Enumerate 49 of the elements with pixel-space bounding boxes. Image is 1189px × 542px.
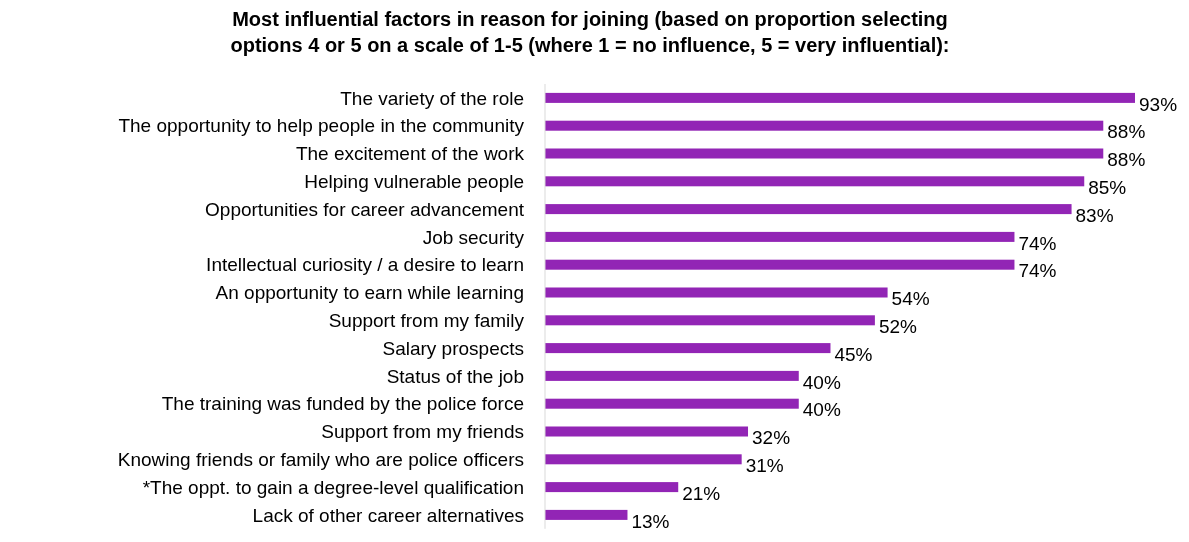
y-tick-label: *The oppt. to gain a degree-level qualification [142, 476, 524, 498]
bar [545, 120, 1104, 131]
data-label: 85% [1088, 176, 1127, 198]
data-label: 13% [631, 510, 670, 532]
y-tick-label: Status of the job [386, 365, 524, 387]
data-label: 32% [752, 427, 791, 449]
bar [545, 204, 1072, 215]
data-label: 88% [1107, 121, 1146, 143]
y-tick-label: Lack of other career alternatives [252, 504, 524, 526]
y-tick-label: Opportunities for career advancement [205, 198, 525, 220]
data-label: 83% [1075, 204, 1114, 226]
bar [545, 176, 1085, 187]
y-tick-label: The opportunity to help people in the community [118, 115, 525, 137]
bar [545, 231, 1015, 242]
bar [545, 287, 888, 298]
data-label: 52% [878, 315, 918, 337]
data-label: 74% [1018, 232, 1057, 254]
data-label: 88% [1107, 149, 1146, 171]
y-tick-label: Job security [422, 226, 525, 248]
y-tick-label: The excitement of the work [295, 143, 525, 165]
bar [545, 259, 1015, 270]
bar [545, 92, 1135, 103]
bar [545, 426, 749, 437]
data-label: 54% [891, 288, 930, 310]
bar [545, 370, 799, 381]
bar [545, 315, 875, 326]
bar [545, 509, 628, 520]
bar [545, 343, 831, 354]
y-tick-label: Salary prospects [382, 337, 524, 359]
chart-title: Most influential factors in reason for joining (based on proportion selecting options 4 or 5 on a scale of 1-5 (where 1 = no influence, 5 = very influential): [230, 8, 950, 56]
y-tick-label: An opportunity to earn while learning [215, 282, 524, 304]
data-label: 93% [1139, 93, 1178, 115]
y-tick-label: Support from my family [328, 309, 525, 331]
bar [545, 454, 742, 465]
y-tick-label: The variety of the role [340, 87, 524, 109]
bar [545, 148, 1104, 159]
data-label: 40% [802, 371, 841, 393]
bar [545, 482, 679, 493]
bar [545, 398, 799, 409]
data-label: 31% [745, 454, 784, 476]
data-label: 74% [1018, 260, 1057, 282]
data-label: 40% [802, 399, 841, 421]
data-label: 45% [834, 343, 873, 365]
y-tick-label: The training was funded by the police force [161, 393, 524, 415]
y-tick-label: Support from my friends [321, 421, 524, 443]
data-label: 21% [682, 482, 721, 504]
y-tick-label: Intellectual curiosity / a desire to learn [206, 254, 524, 276]
y-tick-label: Knowing friends or family who are police officers [117, 448, 524, 470]
y-tick-label: Helping vulnerable people [304, 170, 524, 192]
